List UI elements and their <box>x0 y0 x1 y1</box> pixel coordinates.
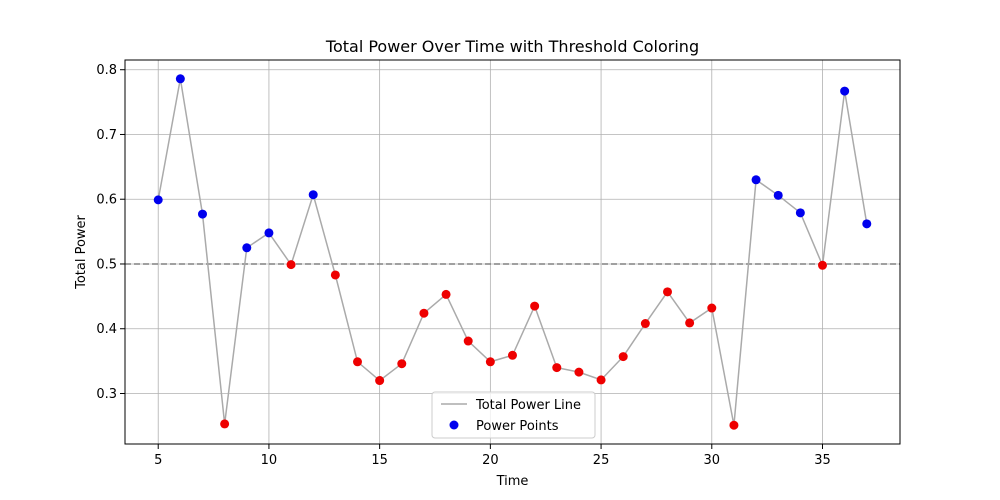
x-axis-label: Time <box>496 474 529 489</box>
power-point <box>640 319 650 329</box>
power-point <box>574 367 584 377</box>
power-point <box>198 209 207 219</box>
y-tick-label: 0.8 <box>96 63 117 78</box>
x-tick-label: 10 <box>261 453 278 468</box>
power-point <box>508 350 517 360</box>
y-tick-label: 0.6 <box>96 193 117 208</box>
power-point <box>441 289 451 299</box>
power-point <box>596 375 606 385</box>
power-point <box>353 357 362 367</box>
power-point <box>552 363 562 373</box>
y-ticks: 0.3 0.4 0.5 0.6 0.7 0.8 <box>96 63 125 402</box>
x-tick-label: 20 <box>482 453 499 468</box>
power-point <box>419 308 429 318</box>
power-point <box>707 303 717 313</box>
power-point <box>685 318 695 328</box>
power-point <box>729 420 739 430</box>
x-tick-label: 30 <box>704 453 721 468</box>
legend-box <box>431 391 596 439</box>
power-point <box>242 243 252 253</box>
y-tick-label: 0.7 <box>96 128 117 143</box>
power-point <box>795 208 805 218</box>
x-tick-label: 25 <box>593 453 610 468</box>
power-point <box>308 190 318 200</box>
power-point <box>530 301 540 311</box>
legend: Total Power Line Power Points <box>431 391 596 439</box>
power-point <box>773 190 783 200</box>
power-point <box>485 357 495 367</box>
y-tick-label: 0.4 <box>96 322 117 337</box>
x-tick-label: 35 <box>814 453 831 468</box>
power-point <box>862 219 872 229</box>
power-point <box>818 260 827 270</box>
power-point <box>751 175 761 185</box>
power-point <box>663 287 672 297</box>
points <box>153 74 872 430</box>
y-axis-label: Total Power <box>74 214 89 289</box>
legend-label-points: Power Points <box>476 419 559 434</box>
power-point <box>618 352 628 362</box>
legend-point-swatch <box>449 420 459 430</box>
power-point <box>220 419 230 429</box>
power-point <box>397 359 407 369</box>
power-point <box>463 336 473 346</box>
x-tick-label: 15 <box>371 453 388 468</box>
power-point <box>375 376 385 386</box>
x-tick-label: 5 <box>154 453 162 468</box>
chart-title: Total Power Over Time with Threshold Col… <box>325 37 699 56</box>
y-tick-label: 0.3 <box>96 387 117 402</box>
y-tick-label: 0.5 <box>96 257 117 272</box>
legend-label-line: Total Power Line <box>475 398 581 413</box>
x-ticks: 5 10 15 20 25 30 35 <box>154 444 831 468</box>
power-point <box>264 228 274 238</box>
power-point <box>330 270 340 280</box>
power-point <box>286 260 296 270</box>
power-point <box>840 86 850 96</box>
power-point <box>153 195 163 205</box>
power-point <box>175 74 185 84</box>
plot-frame <box>124 59 901 445</box>
